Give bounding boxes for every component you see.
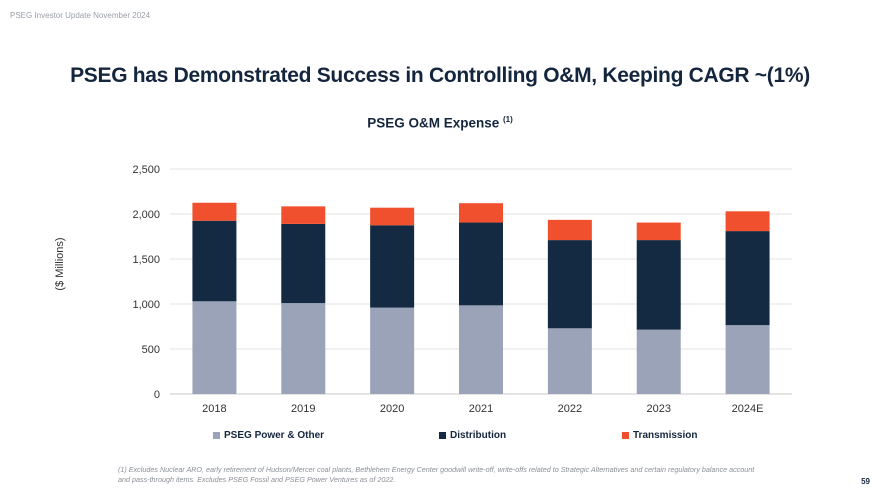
legend-label-transmission: Transmission	[633, 430, 698, 441]
bar-power-other-2021	[459, 305, 503, 394]
bar-power-other-2023	[636, 329, 681, 394]
bar-transmission-2024E	[725, 211, 770, 232]
y-axis-label: ($ Millions)	[54, 237, 66, 291]
y-tick-label: 1,500	[132, 254, 160, 266]
bar-power-other-2020	[370, 307, 415, 394]
legend-item-transmission: Transmission	[622, 430, 697, 441]
y-tick-label: 2,500	[132, 164, 160, 176]
slide-title: PSEG has Demonstrated Success in Control…	[70, 64, 810, 87]
legend-item-power-other: PSEG Power & Other	[213, 430, 324, 441]
bars	[192, 202, 770, 394]
bar-distribution-2018	[192, 220, 237, 302]
legend-swatch-power-other	[213, 432, 220, 439]
chart-title-superscript: (1)	[503, 115, 513, 124]
bar-transmission-2021	[459, 203, 503, 223]
bar-transmission-2018	[192, 202, 237, 221]
bar-transmission-2023	[636, 222, 681, 241]
x-tick-label: 2018	[202, 403, 226, 415]
x-tick-labels: 2018 2019 2020 2021 2022 2023 2024E	[202, 403, 763, 415]
footnote: (1) Excludes Nuclear ARO, early retireme…	[118, 465, 755, 484]
x-tick-label: 2020	[380, 403, 404, 415]
y-tick-label: 2,000	[132, 209, 160, 221]
chart-title: PSEG O&M Expense (1)	[0, 115, 880, 131]
legend-item-distribution: Distribution	[439, 430, 506, 441]
x-tick-label: 2024E	[732, 403, 764, 415]
x-tick-label: 2021	[469, 403, 493, 415]
bar-transmission-2019	[281, 206, 326, 224]
y-tick-labels: 0 500 1,000 1,500 2,000 2,500	[132, 164, 160, 401]
bar-distribution-2022	[547, 240, 592, 329]
y-tick-label: 1,000	[132, 299, 160, 311]
bar-distribution-2021	[459, 222, 503, 306]
y-tick-label: 500	[142, 344, 160, 356]
x-tick-label: 2019	[291, 403, 315, 415]
bar-distribution-2019	[281, 223, 326, 304]
bar-distribution-2023	[636, 240, 681, 330]
legend-label-distribution: Distribution	[450, 430, 507, 441]
bar-distribution-2024E	[725, 231, 770, 326]
legend-label-power-other: PSEG Power & Other	[224, 430, 325, 441]
header-note: PSEG Investor Update November 2024	[10, 11, 151, 20]
bar-transmission-2020	[370, 207, 415, 226]
page-number: 59	[861, 477, 870, 486]
bar-power-other-2024E	[725, 325, 770, 394]
bar-power-other-2019	[281, 303, 326, 394]
x-tick-label: 2023	[646, 403, 670, 415]
y-tick-label: 0	[154, 389, 160, 401]
x-tick-label: 2022	[558, 403, 582, 415]
bar-power-other-2018	[192, 301, 237, 394]
legend-swatch-distribution	[439, 432, 446, 439]
bar-transmission-2022	[547, 219, 592, 241]
bar-power-other-2022	[547, 328, 592, 394]
legend-swatch-transmission	[622, 432, 629, 439]
bar-distribution-2020	[370, 225, 415, 308]
chart-title-text: PSEG O&M Expense	[367, 115, 500, 131]
